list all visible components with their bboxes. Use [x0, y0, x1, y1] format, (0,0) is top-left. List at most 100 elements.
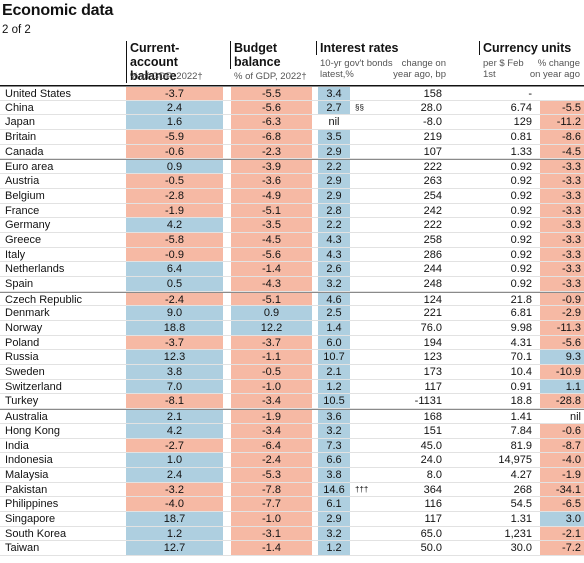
yield-change-value: 222 [423, 161, 442, 174]
currency-change-value: -4.5 [540, 144, 584, 159]
country-name: Japan [5, 116, 35, 129]
yield-change-value: 116 [424, 498, 442, 511]
current-account-value: -4.0 [126, 497, 223, 511]
currency-value: 4.27 [510, 468, 532, 481]
table-row: Sweden 3.8 -0.5 2.1 173 10.4 -10.9 [0, 365, 584, 380]
current-account-value: -1.9 [126, 203, 223, 218]
bond-yield-value: 1.4 [318, 321, 350, 335]
budget-value: -3.6 [231, 174, 312, 188]
current-account-value: 18.8 [126, 321, 223, 335]
budget-value: -3.7 [231, 335, 312, 350]
currency-change-value: -3.3 [540, 247, 584, 262]
current-account-value: -0.5 [126, 174, 223, 188]
country-name: Poland [5, 336, 40, 349]
country-name: Spain [5, 277, 34, 290]
yield-change-value: 117 [424, 512, 442, 525]
current-account-value: -2.4 [126, 292, 223, 306]
country-name: Taiwan [5, 542, 40, 555]
currency-change-value: -10.9 [540, 365, 584, 379]
currency-value: 10.4 [510, 366, 532, 379]
yield-change-value: 242 [423, 204, 442, 217]
current-account-value: 6.4 [126, 262, 223, 276]
country-name: India [5, 439, 29, 452]
current-account-value: -5.9 [126, 130, 223, 144]
table-row: India -2.7 -6.4 7.3 45.0 81.9 -8.7 [0, 438, 584, 454]
yield-change-value: 364 [423, 483, 442, 496]
yield-change-value: 244 [423, 263, 442, 276]
budget-value: -1.4 [231, 541, 312, 555]
currency-change-value: -11.3 [540, 321, 584, 335]
country-name: Britain [5, 131, 37, 144]
currency-change-value: 9.3 [540, 350, 584, 365]
currency-value: 4.31 [510, 336, 532, 349]
table-row: Japan 1.6 -6.3 nil -8.0 129 -11.2 [0, 115, 584, 131]
currency-value: 81.9 [510, 439, 532, 452]
yield-change-value: 117 [424, 380, 442, 393]
bond-yield-value: 6.6 [318, 453, 350, 467]
country-name: Canada [5, 145, 44, 158]
currency-change-value: -3.3 [540, 160, 584, 173]
sub-currency-per-dollar: per $ Feb 1st [483, 58, 524, 80]
currency-value: 30.0 [510, 542, 532, 555]
current-account-value: 4.2 [126, 423, 223, 438]
bond-yield-value: 6.0 [318, 335, 350, 350]
currency-value: 0.92 [510, 175, 532, 188]
current-account-value: 7.0 [126, 379, 223, 394]
current-account-value: 1.2 [126, 526, 223, 541]
currency-change-value: -5.5 [540, 100, 584, 115]
budget-value: -7.7 [231, 497, 312, 511]
budget-value: -5.1 [231, 203, 312, 218]
current-account-value: 0.9 [126, 160, 223, 173]
table-row: Hong Kong 4.2 -3.4 3.2 151 7.84 -0.6 [0, 423, 584, 439]
table-row: Russia 12.3 -1.1 10.7 123 70.1 9.3 [0, 350, 584, 366]
table-row: Singapore 18.7 -1.0 2.9 117 1.31 3.0 [0, 511, 584, 527]
country-name: Turkey [5, 395, 39, 408]
budget-value: -2.4 [231, 453, 312, 467]
current-account-value: -3.7 [126, 87, 223, 100]
current-account-value: -2.7 [126, 438, 223, 453]
budget-value: -5.3 [231, 467, 312, 482]
bond-yield-value: 4.3 [318, 232, 350, 247]
currency-value: 0.92 [510, 204, 532, 217]
page-subtitle: 2 of 2 [2, 24, 31, 36]
current-account-value: -5.8 [126, 232, 223, 247]
current-account-value: 2.1 [126, 410, 223, 423]
bond-yield-value: 2.9 [318, 188, 350, 203]
yield-change-value: 65.0 [420, 527, 442, 540]
currency-change-value: -6.5 [540, 497, 584, 511]
yield-change-value: 194 [423, 336, 442, 349]
currency-value: 1.33 [510, 145, 532, 158]
table-row: Belgium -2.8 -4.9 2.9 254 0.92 -3.3 [0, 188, 584, 204]
country-name: Belgium [5, 189, 45, 202]
current-account-value: 1.0 [126, 453, 223, 467]
budget-value: 12.2 [231, 321, 312, 335]
country-name: Australia [5, 411, 48, 424]
currency-value: 0.92 [510, 233, 532, 246]
current-account-value: 18.7 [126, 511, 223, 526]
currency-change-value: nil [569, 411, 581, 424]
bond-yield-value: 1.2 [318, 541, 350, 555]
economic-data-table: United States -3.7 -5.5 3.4 158 - China 2.4 -5.6… [0, 86, 584, 556]
bond-yield-value: 2.2 [318, 218, 350, 232]
yield-change-value: 50.0 [420, 542, 442, 555]
currency-value: 7.84 [510, 424, 532, 437]
country-name: Denmark [5, 307, 50, 320]
currency-change-value: -5.6 [540, 335, 584, 350]
current-account-value: -0.9 [126, 247, 223, 262]
yield-change-value: 45.0 [420, 439, 442, 452]
table-row: Greece -5.8 -4.5 4.3 258 0.92 -3.3 [0, 232, 584, 248]
header-rule [0, 85, 584, 86]
budget-value: -6.3 [231, 115, 312, 130]
sub-current-account: % of GDP, 2022† [130, 71, 203, 82]
currency-change-value: -2.9 [540, 306, 584, 320]
currency-change-value: -0.9 [540, 292, 584, 306]
bond-yield-value: 4.6 [318, 292, 350, 306]
country-name: United States [5, 88, 72, 100]
table-row: Turkey -8.1 -3.4 10.5 -1131 18.8 -28.8 [0, 394, 584, 410]
currency-change-value: -3.3 [540, 203, 584, 218]
table-row: Netherlands 6.4 -1.4 2.6 244 0.92 -3.3 [0, 262, 584, 277]
bond-yield-value: 10.5 [318, 394, 350, 409]
current-account-value: 0.5 [126, 276, 223, 291]
country-name: Austria [5, 175, 40, 188]
yield-change-value: 28.0 [420, 101, 442, 114]
